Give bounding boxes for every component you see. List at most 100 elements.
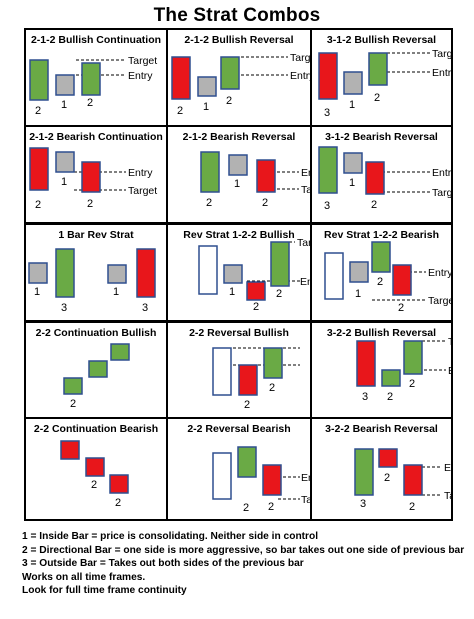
level-label: Target bbox=[432, 48, 451, 60]
candle-bar-green bbox=[29, 59, 49, 101]
row-divider bbox=[26, 320, 451, 323]
combo-cell: Rev Strat 1-2-2 BullishTarget Entry 1 2 2 bbox=[168, 225, 310, 320]
candle-bar-outline bbox=[324, 252, 344, 300]
bar-number: 2 bbox=[374, 92, 380, 104]
row-divider bbox=[26, 222, 451, 225]
bar-number: 2 bbox=[409, 378, 415, 390]
level-label: Entry bbox=[444, 462, 451, 474]
combo-diagram: Target Entry 2 1 2 bbox=[29, 55, 157, 117]
bar-number: 2 bbox=[409, 501, 415, 513]
candle-bar-green bbox=[63, 377, 83, 395]
candle-bar-red bbox=[238, 364, 258, 396]
col-divider bbox=[310, 30, 312, 519]
bar-number: 2 bbox=[268, 501, 274, 513]
combo-title: 3-1-2 Bearish Reversal bbox=[325, 131, 438, 143]
candle-bar-red bbox=[356, 340, 376, 387]
combo-title: 2-2 Continuation Bullish bbox=[35, 327, 157, 339]
candle-bar-green bbox=[237, 446, 257, 478]
candle-bar-red bbox=[81, 161, 101, 193]
candle-bar-gray bbox=[55, 151, 75, 173]
combo-diagram: Entry Target 3 2 2 bbox=[354, 448, 451, 513]
bar-number: 2 bbox=[70, 398, 76, 410]
combo-diagram: Target Entry 3 1 2 bbox=[318, 48, 451, 119]
combo-cell: 3-1-2 Bearish Reversal Entry Target 3 1 2 bbox=[312, 127, 451, 222]
candle-bar-red bbox=[136, 248, 156, 298]
combo-cell: 2-2 Continuation Bearish 2 2 bbox=[26, 419, 166, 519]
candle-bar-gray bbox=[107, 264, 127, 284]
bar-number: 1 bbox=[34, 286, 40, 298]
strat-combos-grid: 2-1-2 Bullish Continuation Target Entry 2 1 2… bbox=[24, 28, 453, 521]
bar-number: 2 bbox=[262, 197, 268, 209]
level-label: Entry bbox=[432, 67, 451, 79]
level-label: Entry bbox=[301, 472, 310, 484]
candle-bar-gray bbox=[228, 154, 248, 176]
bar-number: 2 bbox=[387, 391, 393, 403]
combo-title: 2-2 Reversal Bullish bbox=[189, 327, 289, 339]
bar-number: 1 bbox=[234, 178, 240, 190]
level-label: Entry bbox=[128, 70, 153, 82]
level-label: Target bbox=[128, 55, 157, 67]
bar-number: 3 bbox=[324, 200, 330, 212]
level-label: Target bbox=[297, 237, 310, 249]
bar-number: 2 bbox=[377, 276, 383, 288]
bar-number: 2 bbox=[177, 105, 183, 117]
note-outside-bar: 3 = Outside Bar = Takes out both sides o… bbox=[22, 558, 304, 569]
bar-number: 1 bbox=[229, 286, 235, 298]
candle-bar-red bbox=[29, 147, 49, 191]
candle-bar-green bbox=[354, 448, 374, 496]
candle-bar-red bbox=[262, 464, 282, 496]
combo-cell: Rev Strat 1-2-2 Bearish Entry Target 1 2 2 bbox=[312, 225, 451, 320]
candle-bar-gray bbox=[343, 152, 363, 174]
bar-number: 2 bbox=[35, 199, 41, 211]
candle-bar-gray bbox=[349, 261, 369, 283]
level-label: Target bbox=[444, 490, 451, 502]
bar-number: 2 bbox=[243, 502, 249, 514]
combo-diagram: Entry Target 1 2 2 bbox=[324, 241, 451, 314]
combo-diagram: Entry Target 2 2 bbox=[212, 446, 310, 514]
combo-cell: 2-1-2 Bullish Reversal Target Entry 2 1 2 bbox=[168, 30, 310, 125]
bar-number: 1 bbox=[61, 176, 67, 188]
combo-cell: 3-1-2 Bullish Reversal Target Entry 3 1 2 bbox=[312, 30, 451, 125]
combo-title: 3-2-2 Bullish Reversal bbox=[326, 327, 437, 339]
candle-bar-green bbox=[55, 248, 75, 298]
candle-bar-red bbox=[85, 457, 105, 477]
note-inside-bar: 1 = Inside Bar = price is consolidating.… bbox=[22, 531, 319, 542]
bar-number: 2 bbox=[35, 105, 41, 117]
candle-bar-red bbox=[109, 474, 129, 494]
candle-bar-gray bbox=[55, 74, 75, 96]
bar-number: 1 bbox=[203, 101, 209, 113]
level-label: Target bbox=[290, 52, 310, 64]
bar-number: 2 bbox=[253, 301, 259, 313]
combo-title: 2-1-2 Bearish Reversal bbox=[182, 131, 296, 143]
bar-number: 2 bbox=[91, 479, 97, 491]
bar-number: 2 bbox=[226, 95, 232, 107]
bar-number: 2 bbox=[276, 288, 282, 300]
combo-title: 2-2 Reversal Bearish bbox=[187, 423, 291, 435]
combo-cell: 2-1-2 Bullish Continuation Target Entry 2 1 2 bbox=[26, 30, 166, 125]
candle-bar-green bbox=[371, 241, 391, 273]
combo-diagram: Target Entry 1 2 2 bbox=[198, 237, 310, 313]
note-directional-bar: 2 = Directional Bar = one side is more a… bbox=[22, 544, 465, 556]
bar-number: 2 bbox=[206, 197, 212, 209]
candle-bar-green bbox=[200, 151, 220, 193]
bar-number: 2 bbox=[269, 382, 275, 394]
bar-number: 3 bbox=[360, 498, 366, 510]
candle-bar-gray bbox=[197, 76, 217, 97]
candle-bar-green bbox=[263, 347, 283, 379]
bar-number: 2 bbox=[115, 497, 121, 509]
level-label: Entry bbox=[428, 267, 451, 279]
candle-bar-green bbox=[220, 56, 240, 90]
bar-number: 2 bbox=[398, 302, 404, 314]
combo-cell: 2-2 Reversal Bullish 2 2 bbox=[168, 323, 310, 417]
level-label: Entry bbox=[300, 276, 310, 288]
candle-bar-red bbox=[60, 440, 80, 460]
combo-title: 2-1-2 Bullish Reversal bbox=[184, 34, 294, 46]
combo-diagram: 1 3 1 3 bbox=[28, 248, 156, 314]
row-divider bbox=[26, 125, 451, 127]
page-title: The Strat Combos bbox=[153, 5, 321, 26]
candle-bar-red bbox=[392, 264, 412, 296]
candle-bar-red bbox=[365, 161, 385, 195]
candle-bar-gray bbox=[28, 262, 48, 284]
candle-bar-red bbox=[171, 56, 191, 100]
combo-title: Rev Strat 1-2-2 Bearish bbox=[324, 229, 439, 241]
